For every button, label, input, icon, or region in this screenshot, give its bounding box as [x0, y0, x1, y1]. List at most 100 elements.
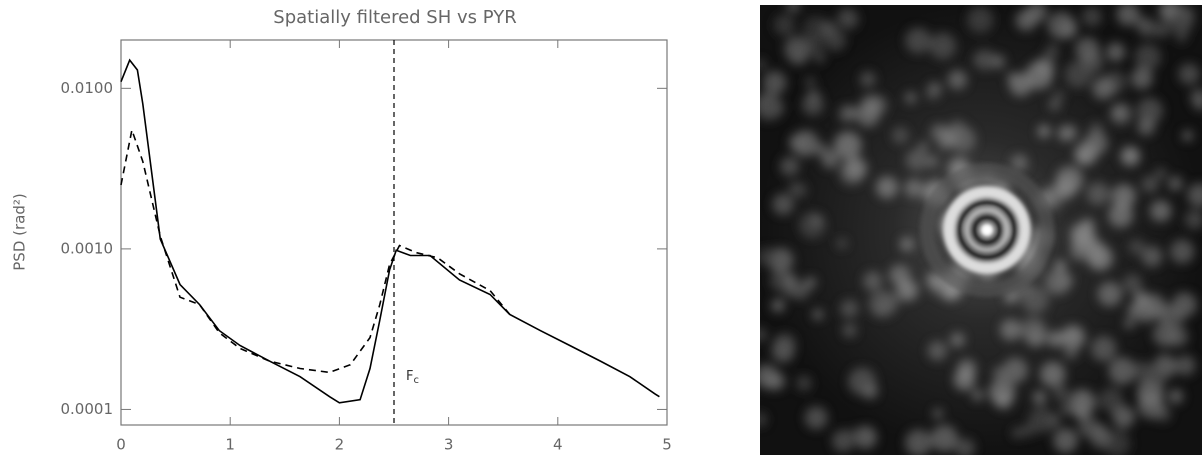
speckle-blob	[950, 332, 965, 348]
speckle-blob	[848, 367, 876, 396]
speckle-blob	[791, 182, 808, 199]
speckle-blob	[1069, 222, 1093, 246]
x-tick-label: 0	[116, 436, 126, 454]
speckle-blob	[988, 379, 1016, 406]
speckle-blob	[1168, 388, 1184, 404]
speckle-blob	[760, 412, 767, 427]
speckle-blob	[927, 340, 948, 361]
speckle-blob	[1010, 154, 1028, 172]
speckle-blob	[1092, 77, 1115, 100]
x-tick-label: 1	[225, 436, 235, 454]
speckle-blob	[854, 425, 877, 449]
speckle-blob	[839, 10, 859, 30]
speckle-blob	[1137, 117, 1156, 136]
speckle-blob	[1112, 405, 1135, 429]
speckle-blob	[1021, 424, 1034, 437]
speckle-blob	[1175, 355, 1196, 376]
speckle-blob	[846, 428, 861, 443]
speckle-blob	[1032, 390, 1047, 405]
speckle-blob	[1190, 88, 1202, 107]
speckle-blob	[1098, 387, 1124, 413]
speckle-blob	[953, 368, 976, 391]
speckle-blob	[1141, 175, 1159, 193]
speckle-blob	[863, 271, 883, 291]
speckle-blob	[771, 298, 785, 313]
speckle-blob	[971, 389, 984, 402]
speckle-blob	[1108, 357, 1137, 385]
speckle-blob	[773, 14, 795, 36]
speckle-blob	[925, 155, 939, 168]
speckle-blob	[929, 32, 957, 60]
speckle-blob	[1068, 389, 1097, 417]
chart-title: Spatially filtered SH vs PYR	[273, 7, 516, 28]
speckle-blob	[1048, 98, 1061, 111]
speckle-blob	[840, 299, 859, 318]
speckle-blob	[802, 15, 828, 42]
speckle-blob	[1108, 202, 1134, 228]
speckle-blob	[972, 54, 985, 66]
speckle-blob	[783, 35, 811, 62]
speckle-blob	[842, 323, 857, 338]
speckle-blob	[947, 70, 968, 90]
speckle-blob	[1062, 124, 1078, 141]
speckle-blob	[844, 156, 868, 180]
speckle-blob	[772, 193, 794, 216]
speckle-blob	[799, 211, 826, 239]
speckle-blob	[1168, 176, 1183, 191]
speckle-blob	[821, 150, 840, 169]
y-tick-label: 0.0001	[61, 400, 114, 418]
speckle-blob	[796, 375, 812, 391]
speckle-blob	[1015, 9, 1037, 31]
cutoff-label: Fc	[406, 369, 419, 387]
speckle-blob	[1155, 168, 1166, 179]
series-line	[120, 58, 660, 404]
speckle-blob	[812, 309, 824, 320]
speckle-blob	[990, 54, 1006, 69]
speckle-blob	[801, 93, 824, 116]
speckle-blob	[955, 438, 976, 455]
speckle-blob	[1120, 146, 1141, 167]
speckle-blob	[1090, 336, 1117, 362]
speckle-blob	[899, 237, 915, 252]
speckle-blob	[904, 92, 917, 104]
speckle-blob	[1140, 293, 1166, 319]
speckle-blob	[856, 103, 880, 128]
x-tick-label: 3	[444, 436, 454, 454]
speckle-blob	[932, 408, 943, 419]
speckle-blob	[1184, 209, 1202, 230]
speckle-blob	[820, 20, 837, 38]
speckle-blob	[1116, 5, 1140, 26]
speckle-blob	[930, 424, 958, 453]
speckle-blob	[1178, 63, 1200, 85]
speckle-blob	[1113, 107, 1125, 119]
speckle-blob	[1053, 385, 1069, 401]
speckle-blob	[773, 333, 796, 356]
speckle-blob	[1167, 9, 1194, 36]
cutoff-label-sub: c	[413, 375, 419, 386]
speckle-blob	[1128, 238, 1145, 256]
speckle-image	[760, 5, 1202, 455]
y-tick-label: 0.0100	[61, 79, 114, 97]
speckle-blob	[1134, 43, 1162, 71]
speckle-blob	[1074, 141, 1098, 166]
speckle-blob	[836, 238, 848, 249]
speckle-blob	[966, 6, 994, 34]
speckle-blob	[1097, 281, 1123, 307]
speckle-blob	[1055, 165, 1084, 194]
speckle-blob	[1053, 90, 1065, 101]
speckle-blob	[905, 429, 932, 455]
speckle-blob	[1106, 42, 1126, 62]
speckle-blob	[786, 5, 801, 13]
speckle-blob	[838, 105, 857, 123]
speckle-blob	[1011, 427, 1023, 439]
speckle-blob	[791, 281, 810, 300]
x-tick-label: 4	[553, 436, 563, 454]
speckle-blob	[1009, 73, 1033, 97]
speckle-blob	[891, 127, 909, 144]
speckle-blob	[783, 284, 796, 298]
speckle-blob	[896, 279, 919, 302]
speckle-blob	[1123, 274, 1143, 294]
speckle-blob	[859, 71, 876, 88]
speckle-blob	[1002, 357, 1028, 384]
